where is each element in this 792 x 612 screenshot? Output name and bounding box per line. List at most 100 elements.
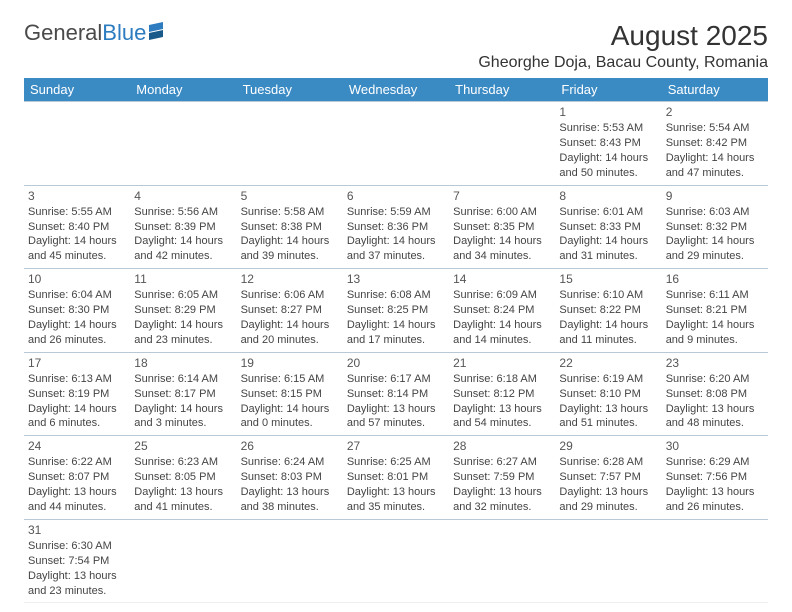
- calendar-day-cell: [237, 102, 343, 186]
- day-sunrise: Sunrise: 6:13 AM: [28, 372, 126, 387]
- day-number: 11: [134, 271, 232, 287]
- day-sunset: Sunset: 8:10 PM: [559, 387, 657, 402]
- day-number: 28: [453, 438, 551, 454]
- day-dl2: and 23 minutes.: [28, 584, 126, 599]
- day-sunrise: Sunrise: 5:58 AM: [241, 205, 339, 220]
- day-sunset: Sunset: 8:39 PM: [134, 220, 232, 235]
- day-sunset: Sunset: 8:42 PM: [666, 136, 764, 151]
- day-dl1: Daylight: 14 hours: [347, 234, 445, 249]
- day-sunset: Sunset: 8:15 PM: [241, 387, 339, 402]
- day-dl2: and 29 minutes.: [666, 249, 764, 264]
- day-number: 2: [666, 104, 764, 120]
- day-dl1: Daylight: 14 hours: [241, 318, 339, 333]
- day-number: 1: [559, 104, 657, 120]
- day-dl2: and 38 minutes.: [241, 500, 339, 515]
- day-dl2: and 48 minutes.: [666, 416, 764, 431]
- day-number: 10: [28, 271, 126, 287]
- day-sunrise: Sunrise: 6:17 AM: [347, 372, 445, 387]
- day-dl2: and 41 minutes.: [134, 500, 232, 515]
- day-dl2: and 57 minutes.: [347, 416, 445, 431]
- day-dl2: and 17 minutes.: [347, 333, 445, 348]
- day-dl1: Daylight: 14 hours: [347, 318, 445, 333]
- day-dl1: Daylight: 14 hours: [666, 318, 764, 333]
- calendar-day-cell: [343, 519, 449, 603]
- calendar-day-cell: 12Sunrise: 6:06 AMSunset: 8:27 PMDayligh…: [237, 269, 343, 353]
- calendar-day-cell: [130, 519, 236, 603]
- day-dl2: and 34 minutes.: [453, 249, 551, 264]
- title-block: August 2025 Gheorghe Doja, Bacau County,…: [478, 20, 768, 72]
- day-sunset: Sunset: 8:12 PM: [453, 387, 551, 402]
- day-sunrise: Sunrise: 6:22 AM: [28, 455, 126, 470]
- day-number: 24: [28, 438, 126, 454]
- day-dl2: and 11 minutes.: [559, 333, 657, 348]
- day-sunset: Sunset: 8:33 PM: [559, 220, 657, 235]
- day-sunrise: Sunrise: 6:23 AM: [134, 455, 232, 470]
- calendar-day-cell: 20Sunrise: 6:17 AMSunset: 8:14 PMDayligh…: [343, 352, 449, 436]
- day-sunrise: Sunrise: 6:03 AM: [666, 205, 764, 220]
- day-number: 21: [453, 355, 551, 371]
- calendar-day-cell: 6Sunrise: 5:59 AMSunset: 8:36 PMDaylight…: [343, 185, 449, 269]
- day-number: 9: [666, 188, 764, 204]
- day-sunrise: Sunrise: 6:18 AM: [453, 372, 551, 387]
- day-sunrise: Sunrise: 5:53 AM: [559, 121, 657, 136]
- day-number: 14: [453, 271, 551, 287]
- day-sunrise: Sunrise: 5:56 AM: [134, 205, 232, 220]
- day-sunrise: Sunrise: 6:24 AM: [241, 455, 339, 470]
- day-dl1: Daylight: 14 hours: [453, 318, 551, 333]
- day-sunset: Sunset: 8:40 PM: [28, 220, 126, 235]
- calendar-table: Sunday Monday Tuesday Wednesday Thursday…: [24, 78, 768, 603]
- day-number: 29: [559, 438, 657, 454]
- calendar-day-cell: [449, 102, 555, 186]
- calendar-week-row: 3Sunrise: 5:55 AMSunset: 8:40 PMDaylight…: [24, 185, 768, 269]
- day-dl2: and 9 minutes.: [666, 333, 764, 348]
- day-sunrise: Sunrise: 5:54 AM: [666, 121, 764, 136]
- day-dl2: and 39 minutes.: [241, 249, 339, 264]
- day-sunset: Sunset: 8:03 PM: [241, 470, 339, 485]
- calendar-day-cell: 26Sunrise: 6:24 AMSunset: 8:03 PMDayligh…: [237, 436, 343, 520]
- day-dl1: Daylight: 14 hours: [666, 151, 764, 166]
- day-sunset: Sunset: 8:43 PM: [559, 136, 657, 151]
- calendar-day-cell: 5Sunrise: 5:58 AMSunset: 8:38 PMDaylight…: [237, 185, 343, 269]
- day-sunset: Sunset: 8:22 PM: [559, 303, 657, 318]
- day-dl2: and 54 minutes.: [453, 416, 551, 431]
- day-dl1: Daylight: 14 hours: [241, 234, 339, 249]
- day-dl2: and 45 minutes.: [28, 249, 126, 264]
- calendar-day-cell: 15Sunrise: 6:10 AMSunset: 8:22 PMDayligh…: [555, 269, 661, 353]
- day-number: 22: [559, 355, 657, 371]
- calendar-day-cell: 2Sunrise: 5:54 AMSunset: 8:42 PMDaylight…: [662, 102, 768, 186]
- day-dl2: and 26 minutes.: [666, 500, 764, 515]
- calendar-day-cell: 10Sunrise: 6:04 AMSunset: 8:30 PMDayligh…: [24, 269, 130, 353]
- calendar-week-row: 24Sunrise: 6:22 AMSunset: 8:07 PMDayligh…: [24, 436, 768, 520]
- day-dl2: and 51 minutes.: [559, 416, 657, 431]
- calendar-day-cell: 8Sunrise: 6:01 AMSunset: 8:33 PMDaylight…: [555, 185, 661, 269]
- day-dl1: Daylight: 14 hours: [134, 234, 232, 249]
- day-dl1: Daylight: 14 hours: [559, 151, 657, 166]
- weekday-header: Tuesday: [237, 78, 343, 102]
- day-sunset: Sunset: 8:14 PM: [347, 387, 445, 402]
- day-dl1: Daylight: 14 hours: [559, 318, 657, 333]
- day-dl2: and 6 minutes.: [28, 416, 126, 431]
- day-number: 18: [134, 355, 232, 371]
- day-dl1: Daylight: 14 hours: [134, 402, 232, 417]
- calendar-day-cell: [130, 102, 236, 186]
- day-sunset: Sunset: 8:30 PM: [28, 303, 126, 318]
- day-sunrise: Sunrise: 6:25 AM: [347, 455, 445, 470]
- day-sunset: Sunset: 8:24 PM: [453, 303, 551, 318]
- day-dl1: Daylight: 14 hours: [134, 318, 232, 333]
- calendar-day-cell: 11Sunrise: 6:05 AMSunset: 8:29 PMDayligh…: [130, 269, 236, 353]
- calendar-day-cell: 23Sunrise: 6:20 AMSunset: 8:08 PMDayligh…: [662, 352, 768, 436]
- day-dl2: and 42 minutes.: [134, 249, 232, 264]
- day-sunrise: Sunrise: 6:11 AM: [666, 288, 764, 303]
- day-sunset: Sunset: 8:29 PM: [134, 303, 232, 318]
- calendar-day-cell: 18Sunrise: 6:14 AMSunset: 8:17 PMDayligh…: [130, 352, 236, 436]
- day-dl1: Daylight: 13 hours: [347, 402, 445, 417]
- day-number: 30: [666, 438, 764, 454]
- calendar-body: 1Sunrise: 5:53 AMSunset: 8:43 PMDaylight…: [24, 102, 768, 603]
- day-dl1: Daylight: 14 hours: [453, 234, 551, 249]
- day-sunset: Sunset: 8:05 PM: [134, 470, 232, 485]
- day-sunset: Sunset: 8:38 PM: [241, 220, 339, 235]
- month-title: August 2025: [478, 20, 768, 52]
- day-sunrise: Sunrise: 6:04 AM: [28, 288, 126, 303]
- day-sunrise: Sunrise: 6:01 AM: [559, 205, 657, 220]
- weekday-header: Sunday: [24, 78, 130, 102]
